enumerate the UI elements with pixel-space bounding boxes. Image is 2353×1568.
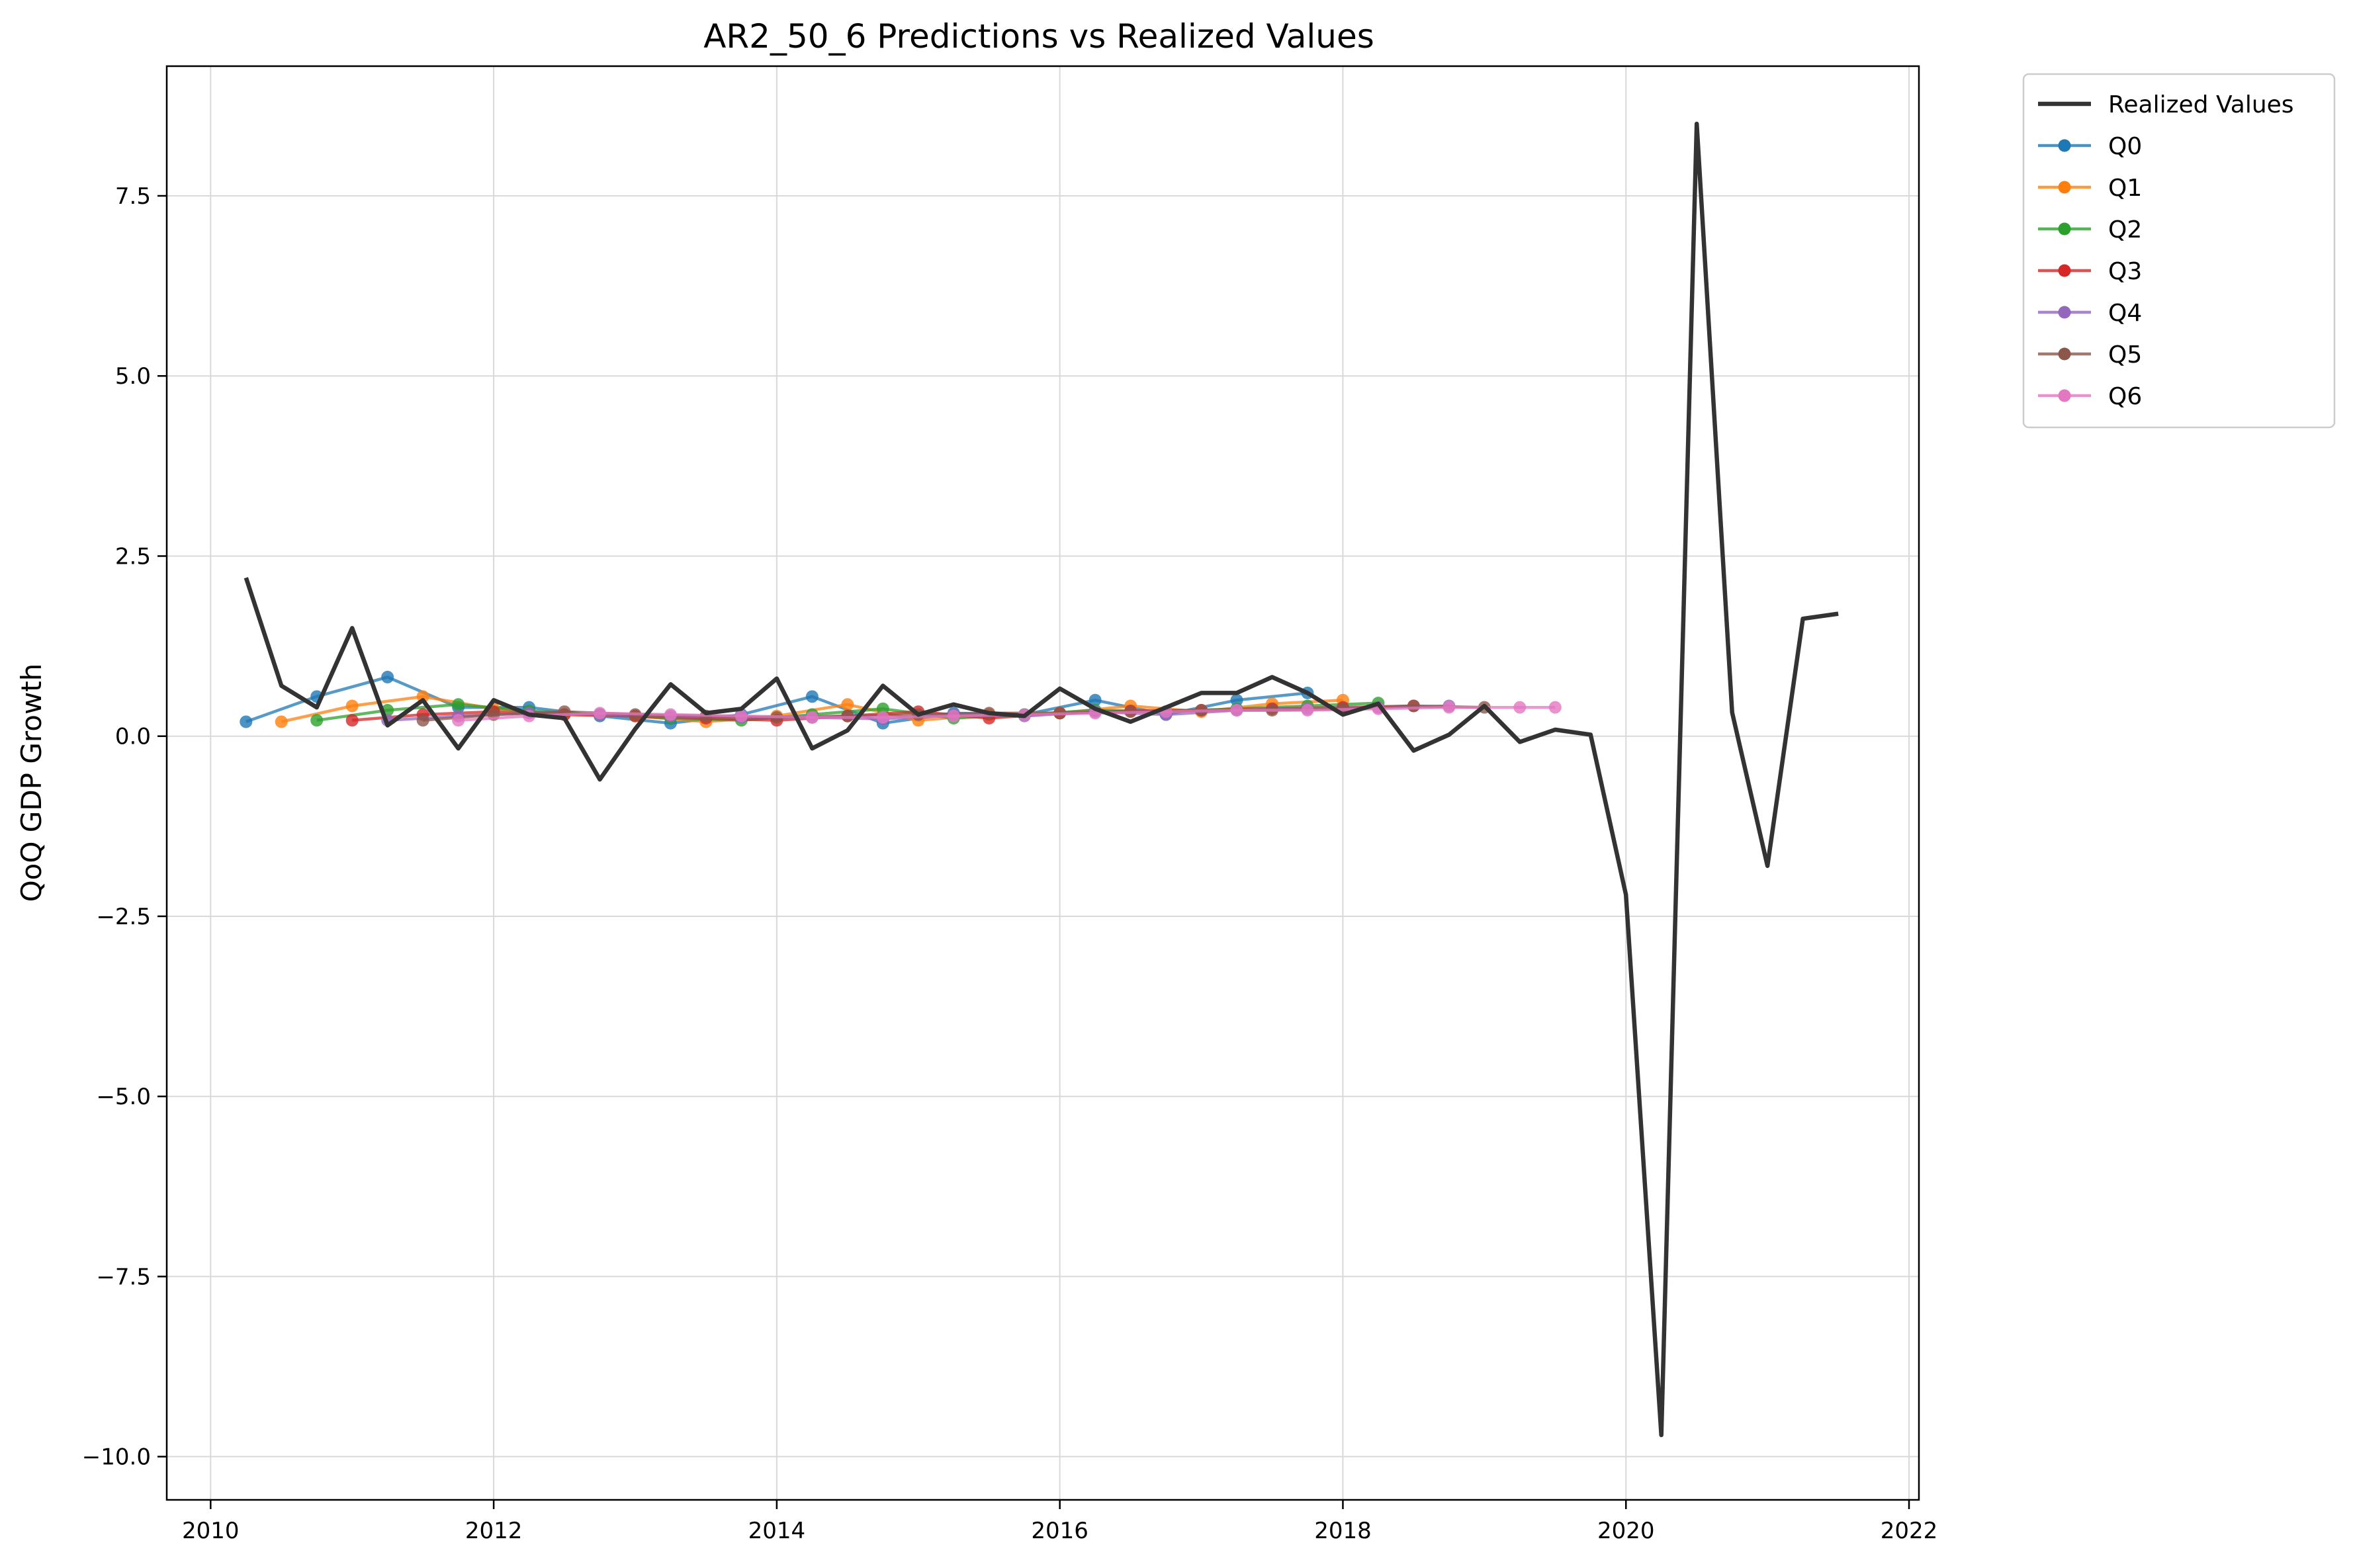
series-realized-values <box>244 121 1839 1438</box>
legend-label: Q3 <box>2108 258 2142 285</box>
data-point <box>345 699 359 713</box>
series-line <box>244 121 1839 1438</box>
x-axis: 2010 2012 2014 2016 2018 2020 2022 <box>182 1500 1937 1544</box>
legend: Realized Values Q0 Q1 Q2 Q3 Q4 Q5 Q6 <box>2022 73 2336 429</box>
x-tick-label: 2012 <box>465 1518 523 1544</box>
y-tick-label: 0.0 <box>115 724 151 750</box>
y-tick-label: −7.5 <box>96 1264 151 1290</box>
data-point <box>664 708 677 721</box>
data-point <box>310 714 324 727</box>
data-point <box>416 690 429 703</box>
legend-entry: Q0 <box>2038 133 2142 160</box>
legend-marker <box>2058 347 2071 361</box>
y-axis: 7.5 5.0 2.5 0.0 −2.5 −5.0 −7.5 −10.0 <box>82 183 167 1471</box>
legend-marker <box>2058 181 2071 194</box>
plot-series <box>240 121 1839 1438</box>
legend-entry: Q6 <box>2038 383 2142 410</box>
data-point <box>452 714 465 727</box>
y-tick-label: 5.0 <box>115 363 151 390</box>
legend-label: Q6 <box>2108 383 2142 410</box>
x-tick-label: 2010 <box>182 1518 240 1544</box>
legend-entry: Q2 <box>2038 216 2142 243</box>
data-point <box>594 707 607 720</box>
legend-label: Realized Values <box>2108 91 2294 118</box>
legend-marker <box>2058 306 2071 319</box>
y-tick-label: −2.5 <box>96 904 151 930</box>
data-point <box>381 670 394 683</box>
plot-frame <box>165 65 1920 1501</box>
data-point <box>876 702 889 715</box>
data-point <box>734 709 748 722</box>
legend-marker <box>2058 389 2071 402</box>
legend-marker <box>2058 264 2071 277</box>
legend-entry: Q4 <box>2038 300 2142 327</box>
legend-label: Q0 <box>2108 133 2142 160</box>
data-point <box>947 709 960 722</box>
x-tick-label: 2022 <box>1881 1518 1938 1544</box>
x-tick-label: 2018 <box>1314 1518 1372 1544</box>
legend-marker <box>2058 139 2071 152</box>
legend-entry: Q1 <box>2038 175 2142 202</box>
data-point <box>416 714 429 727</box>
data-point <box>345 714 359 727</box>
legend-box <box>2022 73 2336 429</box>
legend-entry: Realized Values <box>2038 91 2294 118</box>
data-point <box>1230 704 1243 717</box>
data-point <box>1443 701 1456 714</box>
x-tick-label: 2016 <box>1031 1518 1088 1544</box>
data-point <box>1513 701 1527 714</box>
legend-label: Q4 <box>2108 300 2142 327</box>
legend-label: Q1 <box>2108 175 2142 202</box>
data-point <box>1088 693 1102 707</box>
data-point <box>841 698 854 711</box>
y-tick-label: 2.5 <box>115 543 151 570</box>
data-point <box>1548 701 1562 714</box>
legend-label: Q5 <box>2108 341 2142 369</box>
data-point <box>805 690 819 703</box>
x-tick-label: 2014 <box>748 1518 806 1544</box>
data-point <box>1301 704 1314 717</box>
y-tick-label: −10.0 <box>82 1444 151 1471</box>
y-tick-label: −5.0 <box>96 1084 151 1110</box>
legend-marker <box>2058 222 2071 236</box>
data-point <box>240 715 253 728</box>
chart-title: AR2_50_6 Predictions vs Realized Values <box>703 17 1374 56</box>
y-axis-label: QoQ GDP Growth <box>15 664 48 902</box>
grid <box>167 66 1919 1500</box>
x-tick-label: 2020 <box>1597 1518 1655 1544</box>
data-point <box>275 715 288 728</box>
data-point <box>805 711 819 724</box>
legend-entry: Q3 <box>2038 258 2142 285</box>
legend-entry: Q5 <box>2038 341 2142 369</box>
legend-label: Q2 <box>2108 216 2142 243</box>
data-point <box>1407 699 1420 713</box>
data-point <box>1230 693 1243 707</box>
data-point <box>452 698 465 711</box>
y-tick-label: 7.5 <box>115 183 151 210</box>
data-point <box>876 711 889 724</box>
